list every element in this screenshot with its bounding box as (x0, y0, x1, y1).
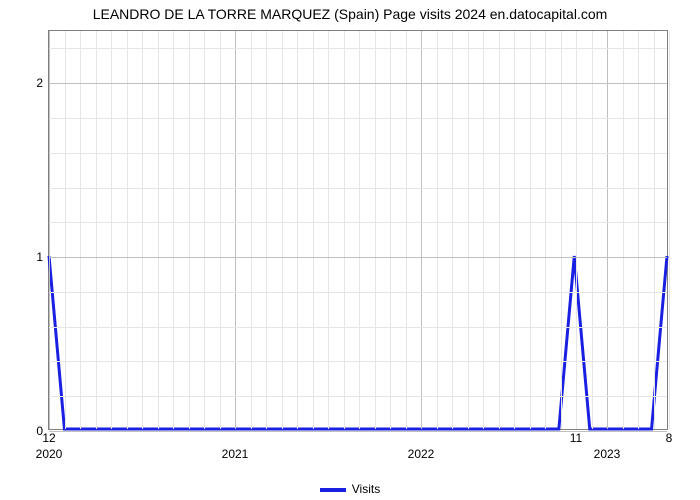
grid-minor-v (204, 31, 205, 429)
grid-minor-h (49, 327, 667, 328)
grid-major-v (235, 31, 236, 429)
data-point-label: 11 (570, 431, 582, 445)
grid-minor-v (344, 31, 345, 429)
grid-minor-v (111, 31, 112, 429)
grid-major-v (421, 31, 422, 429)
grid-minor-h (49, 118, 667, 119)
x-tick-label: 2020 (36, 447, 63, 461)
grid-minor-v (297, 31, 298, 429)
grid-minor-v (96, 31, 97, 429)
grid-minor-v (406, 31, 407, 429)
grid-minor-v (359, 31, 360, 429)
legend-label: Visits (352, 482, 380, 496)
grid-minor-v (220, 31, 221, 429)
visits-chart: LEANDRO DE LA TORRE MARQUEZ (Spain) Page… (0, 0, 700, 500)
y-tick-label: 1 (36, 250, 43, 264)
grid-minor-v (669, 31, 670, 429)
grid-minor-v (158, 31, 159, 429)
grid-minor-v (561, 31, 562, 429)
grid-minor-v (499, 31, 500, 429)
grid-minor-h (49, 188, 667, 189)
grid-minor-h (49, 222, 667, 223)
chart-title: LEANDRO DE LA TORRE MARQUEZ (Spain) Page… (0, 6, 700, 22)
data-point-label: 8 (666, 431, 673, 445)
grid-minor-v (452, 31, 453, 429)
grid-major-v (49, 31, 50, 429)
grid-minor-v (437, 31, 438, 429)
grid-minor-v (251, 31, 252, 429)
grid-minor-v (654, 31, 655, 429)
grid-minor-v (189, 31, 190, 429)
x-tick-label: 2023 (594, 447, 621, 461)
plot-area: 202020212022202301212118 (48, 30, 668, 430)
grid-major-h (49, 257, 667, 258)
data-point-label: 12 (42, 431, 55, 445)
grid-minor-v (390, 31, 391, 429)
grid-minor-v (545, 31, 546, 429)
grid-minor-v (173, 31, 174, 429)
grid-minor-v (468, 31, 469, 429)
grid-minor-h (49, 361, 667, 362)
grid-minor-v (483, 31, 484, 429)
grid-minor-v (514, 31, 515, 429)
grid-minor-h (49, 396, 667, 397)
grid-minor-v (266, 31, 267, 429)
x-tick-label: 2022 (408, 447, 435, 461)
x-tick-label: 2021 (222, 447, 249, 461)
grid-minor-v (638, 31, 639, 429)
grid-minor-v (282, 31, 283, 429)
grid-minor-h (49, 153, 667, 154)
grid-minor-v (623, 31, 624, 429)
grid-minor-v (127, 31, 128, 429)
grid-minor-v (142, 31, 143, 429)
grid-minor-v (328, 31, 329, 429)
y-tick-label: 2 (36, 76, 43, 90)
grid-minor-h (49, 292, 667, 293)
legend-swatch (320, 488, 346, 492)
legend: Visits (0, 482, 700, 496)
grid-minor-v (375, 31, 376, 429)
grid-minor-v (592, 31, 593, 429)
grid-major-v (607, 31, 608, 429)
grid-minor-h (49, 48, 667, 49)
grid-minor-v (576, 31, 577, 429)
grid-minor-v (65, 31, 66, 429)
grid-minor-v (313, 31, 314, 429)
grid-minor-v (530, 31, 531, 429)
grid-major-h (49, 83, 667, 84)
grid-minor-v (80, 31, 81, 429)
